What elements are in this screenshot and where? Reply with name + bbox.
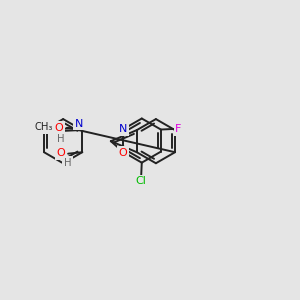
Text: N: N xyxy=(119,124,128,134)
Text: O: O xyxy=(119,148,128,158)
Text: Cl: Cl xyxy=(136,176,147,186)
Text: CH₃: CH₃ xyxy=(34,122,53,133)
Text: H: H xyxy=(57,134,65,144)
Text: O: O xyxy=(56,148,65,158)
Text: H: H xyxy=(64,158,71,168)
Text: N: N xyxy=(75,118,83,129)
Text: F: F xyxy=(176,124,182,134)
Text: O: O xyxy=(54,123,63,133)
